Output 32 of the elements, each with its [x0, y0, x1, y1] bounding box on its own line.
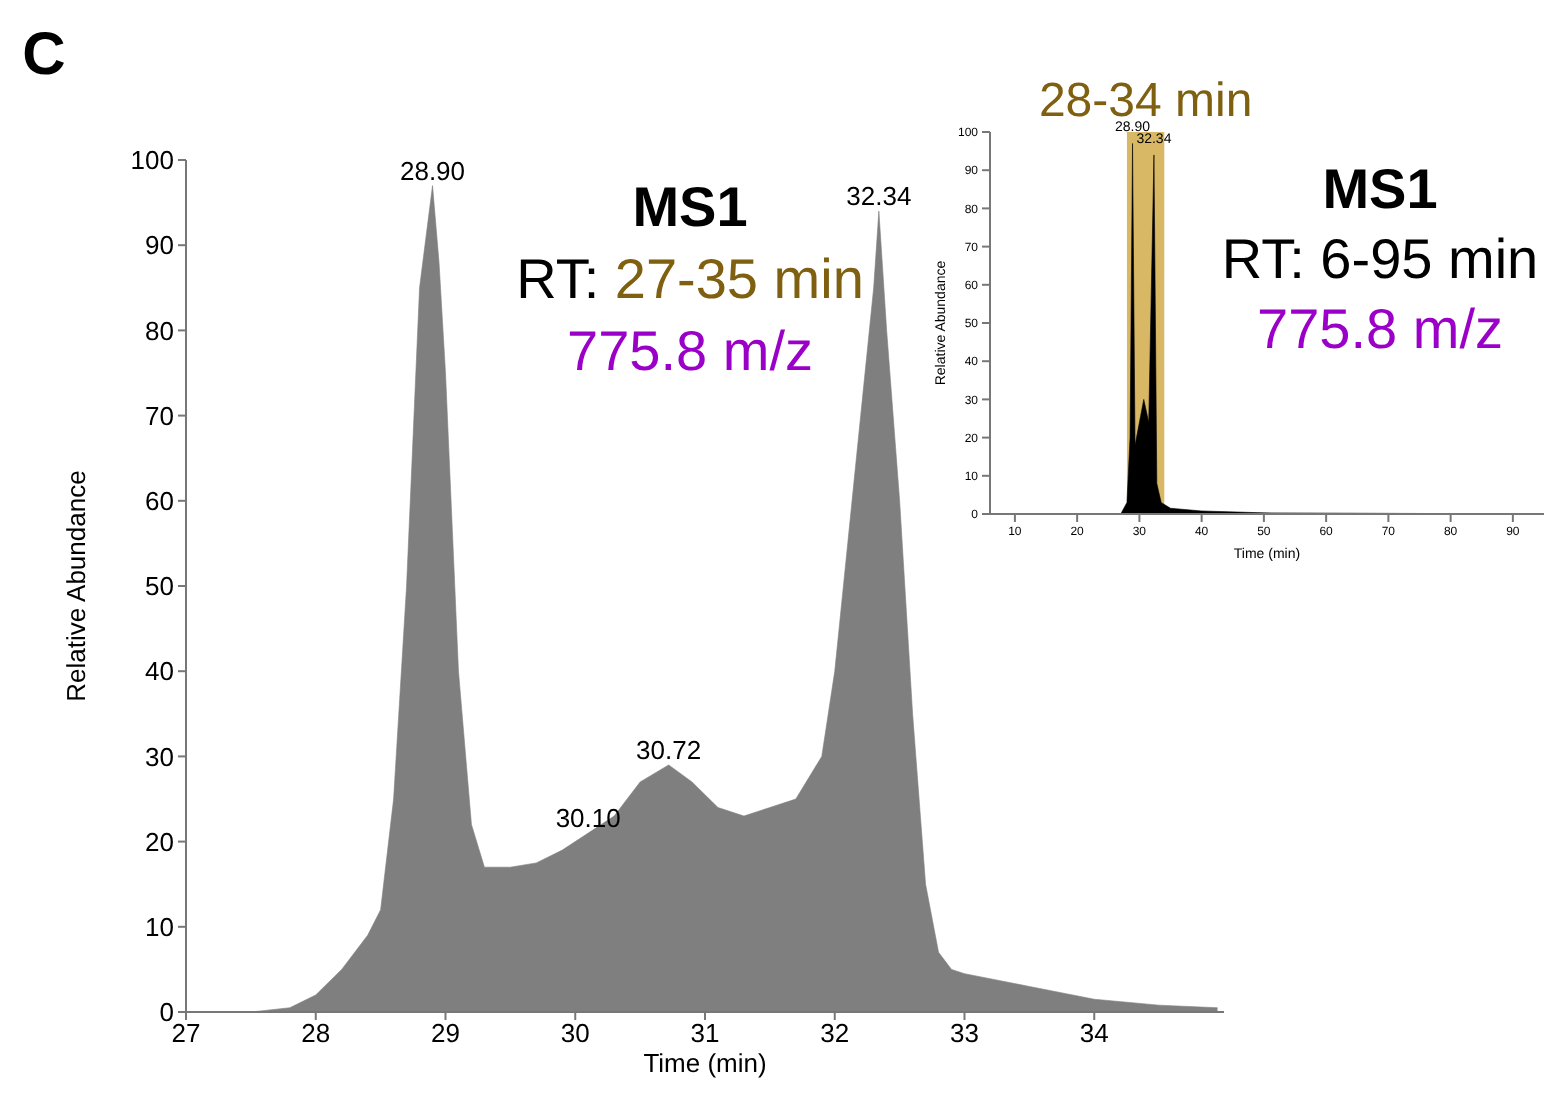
- y-tick-label: 30: [145, 741, 174, 772]
- annotation: 775.8 m/z: [567, 320, 813, 382]
- x-tick-label: 30: [560, 1018, 590, 1049]
- y-tick-label: 40: [145, 656, 174, 687]
- x-tick-label: 29: [431, 1018, 460, 1049]
- y-tick-label: 60: [145, 486, 174, 517]
- y-tick-label: 50: [145, 571, 174, 602]
- annotation: 30.10: [555, 803, 621, 834]
- x-tick-label: 34: [1079, 1018, 1109, 1049]
- y-tick-label: 80: [145, 315, 174, 346]
- x-tick-label: 31: [690, 1018, 720, 1049]
- x-tick-label: 28: [301, 1018, 331, 1049]
- y-tick-label: 10: [145, 912, 174, 943]
- annotation: RT: 27-35 min: [516, 248, 864, 310]
- y-tick-label: 90: [145, 230, 174, 261]
- annotation: 775.8 m/z: [1257, 298, 1503, 360]
- x-axis-title: Time (min): [643, 1048, 767, 1078]
- annotation: 32.34: [846, 181, 912, 212]
- text: C: [22, 22, 66, 88]
- annotation: 30.72: [636, 734, 702, 765]
- y-tick-label: 70: [145, 400, 174, 431]
- y-axis-title: Relative Abundance: [61, 470, 92, 702]
- x-tick-label: 33: [950, 1018, 979, 1049]
- y-tick-label: 100: [130, 145, 174, 176]
- annotation: RT: 6-95 min: [1221, 228, 1539, 290]
- y-tick-label: 0: [159, 997, 174, 1028]
- x-tick-label: 27: [171, 1018, 201, 1049]
- x-tick-label: 32: [820, 1018, 850, 1049]
- annotation: MS1: [632, 176, 748, 238]
- annotation: 28.90: [399, 155, 466, 186]
- annotation: MS1: [1322, 158, 1438, 220]
- y-tick-label: 20: [145, 826, 174, 857]
